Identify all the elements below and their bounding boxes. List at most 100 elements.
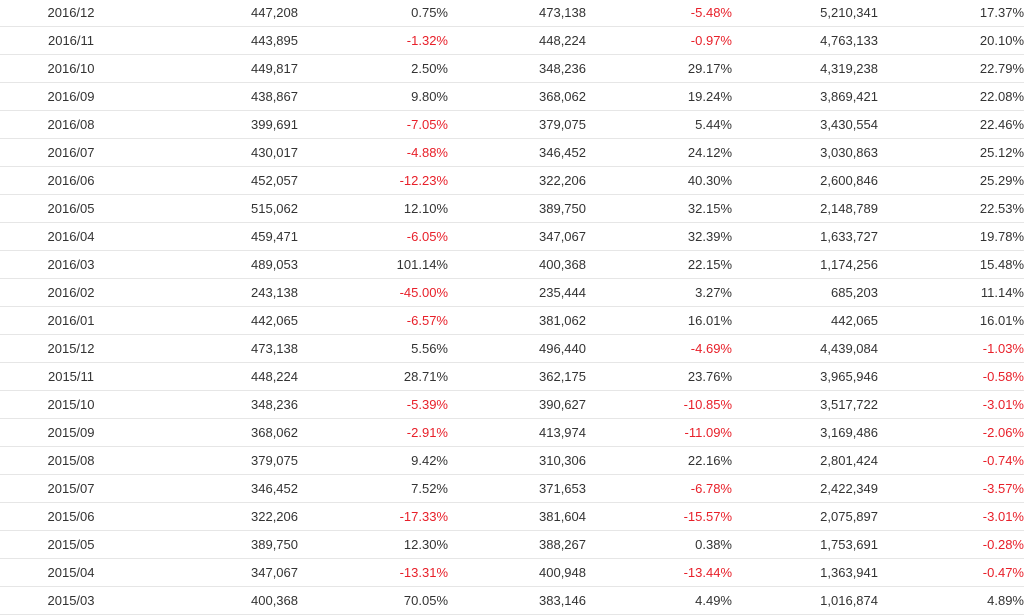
change-1-cell: 0.75% <box>298 0 448 27</box>
month-cell: 2016/05 <box>0 194 142 223</box>
value-2-cell: 473,138 <box>448 0 586 27</box>
table-row: 2016/01 442,065 -6.57% 381,062 16.01% 442,065… <box>0 306 1024 335</box>
change-1-cell: 101.14% <box>298 250 448 279</box>
change-1-cell: -4.88% <box>298 138 448 167</box>
change-3-cell: 16.01% <box>878 306 1024 335</box>
value-2-cell: 389,750 <box>448 194 586 223</box>
value-1-cell: 430,017 <box>142 138 298 167</box>
cumulative-cell: 1,363,941 <box>732 558 878 587</box>
value-2-cell: 400,948 <box>448 558 586 587</box>
change-2-cell: 29.17% <box>586 54 732 83</box>
value-2-cell: 448,224 <box>448 26 586 55</box>
cumulative-cell: 2,801,424 <box>732 446 878 475</box>
change-2-cell: -0.97% <box>586 26 732 55</box>
table-row: 2015/12 473,138 5.56% 496,440 -4.69% 4,439,08… <box>0 334 1024 363</box>
change-1-cell: 12.30% <box>298 530 448 559</box>
table-row: 2015/11 448,224 28.71% 362,175 23.76% 3,965,9… <box>0 362 1024 391</box>
table-row: 2015/10 348,236 -5.39% 390,627 -10.85% 3,517,… <box>0 390 1024 419</box>
month-cell: 2015/06 <box>0 502 142 531</box>
change-3-cell: 25.12% <box>878 138 1024 167</box>
value-2-cell: 362,175 <box>448 362 586 391</box>
change-1-cell: 5.56% <box>298 334 448 363</box>
change-3-cell: 11.14% <box>878 278 1024 307</box>
value-1-cell: 459,471 <box>142 222 298 251</box>
cumulative-cell: 1,753,691 <box>732 530 878 559</box>
change-1-cell: -1.32% <box>298 26 448 55</box>
table-row: 2015/07 346,452 7.52% 371,653 -6.78% 2,422,34… <box>0 474 1024 503</box>
change-3-cell: -1.03% <box>878 334 1024 363</box>
cumulative-cell: 4,763,133 <box>732 26 878 55</box>
value-1-cell: 449,817 <box>142 54 298 83</box>
cumulative-cell: 3,869,421 <box>732 82 878 111</box>
value-1-cell: 443,895 <box>142 26 298 55</box>
month-cell: 2016/04 <box>0 222 142 251</box>
cumulative-cell: 4,319,238 <box>732 54 878 83</box>
value-1-cell: 489,053 <box>142 250 298 279</box>
change-3-cell: -0.47% <box>878 558 1024 587</box>
table-row: 2016/11 443,895 -1.32% 448,224 -0.97% 4,763,1… <box>0 26 1024 55</box>
value-1-cell: 448,224 <box>142 362 298 391</box>
change-2-cell: 32.39% <box>586 222 732 251</box>
value-1-cell: 473,138 <box>142 334 298 363</box>
table-row: 2016/06 452,057 -12.23% 322,206 40.30% 2,600,… <box>0 166 1024 195</box>
change-3-cell: -0.74% <box>878 446 1024 475</box>
value-2-cell: 381,062 <box>448 306 586 335</box>
cumulative-cell: 442,065 <box>732 306 878 335</box>
change-1-cell: -6.05% <box>298 222 448 251</box>
table-row: 2016/04 459,471 -6.05% 347,067 32.39% 1,633,7… <box>0 222 1024 251</box>
value-1-cell: 347,067 <box>142 558 298 587</box>
change-1-cell: -7.05% <box>298 110 448 139</box>
change-2-cell: 4.49% <box>586 586 732 615</box>
value-2-cell: 310,306 <box>448 446 586 475</box>
value-2-cell: 400,368 <box>448 250 586 279</box>
change-2-cell: -5.48% <box>586 0 732 27</box>
change-1-cell: 28.71% <box>298 362 448 391</box>
cumulative-cell: 3,430,554 <box>732 110 878 139</box>
change-2-cell: -6.78% <box>586 474 732 503</box>
change-3-cell: 22.08% <box>878 82 1024 111</box>
change-3-cell: -0.58% <box>878 362 1024 391</box>
change-1-cell: -12.23% <box>298 166 448 195</box>
change-3-cell: 19.78% <box>878 222 1024 251</box>
table-row: 2015/04 347,067 -13.31% 400,948 -13.44% 1,363… <box>0 558 1024 587</box>
value-1-cell: 346,452 <box>142 474 298 503</box>
cumulative-cell: 1,633,727 <box>732 222 878 251</box>
cumulative-cell: 685,203 <box>732 278 878 307</box>
change-2-cell: 40.30% <box>586 166 732 195</box>
change-1-cell: -13.31% <box>298 558 448 587</box>
month-cell: 2015/11 <box>0 362 142 391</box>
table-row: 2016/10 449,817 2.50% 348,236 29.17% 4,319,23… <box>0 54 1024 83</box>
value-1-cell: 322,206 <box>142 502 298 531</box>
cumulative-cell: 2,148,789 <box>732 194 878 223</box>
month-cell: 2015/05 <box>0 530 142 559</box>
change-2-cell: 32.15% <box>586 194 732 223</box>
change-1-cell: -45.00% <box>298 278 448 307</box>
table-row: 2016/02 243,138 -45.00% 235,444 3.27% 685,203… <box>0 278 1024 307</box>
change-1-cell: -2.91% <box>298 418 448 447</box>
change-2-cell: 0.38% <box>586 530 732 559</box>
cumulative-cell: 2,422,349 <box>732 474 878 503</box>
value-2-cell: 496,440 <box>448 334 586 363</box>
cumulative-cell: 3,965,946 <box>732 362 878 391</box>
month-cell: 2015/12 <box>0 334 142 363</box>
table-row: 2015/09 368,062 -2.91% 413,974 -11.09% 3,169,… <box>0 418 1024 447</box>
change-3-cell: -2.06% <box>878 418 1024 447</box>
cumulative-cell: 3,169,486 <box>732 418 878 447</box>
cumulative-cell: 2,600,846 <box>732 166 878 195</box>
change-2-cell: -4.69% <box>586 334 732 363</box>
month-cell: 2016/02 <box>0 278 142 307</box>
month-cell: 2016/10 <box>0 54 142 83</box>
value-2-cell: 347,067 <box>448 222 586 251</box>
change-3-cell: 4.89% <box>878 586 1024 615</box>
cumulative-cell: 4,439,084 <box>732 334 878 363</box>
change-2-cell: -11.09% <box>586 418 732 447</box>
value-2-cell: 368,062 <box>448 82 586 111</box>
table-row: 2016/08 399,691 -7.05% 379,075 5.44% 3,430,55… <box>0 110 1024 139</box>
change-3-cell: 22.46% <box>878 110 1024 139</box>
month-cell: 2016/07 <box>0 138 142 167</box>
month-cell: 2016/06 <box>0 166 142 195</box>
cumulative-cell: 1,174,256 <box>732 250 878 279</box>
month-cell: 2015/10 <box>0 390 142 419</box>
value-1-cell: 442,065 <box>142 306 298 335</box>
